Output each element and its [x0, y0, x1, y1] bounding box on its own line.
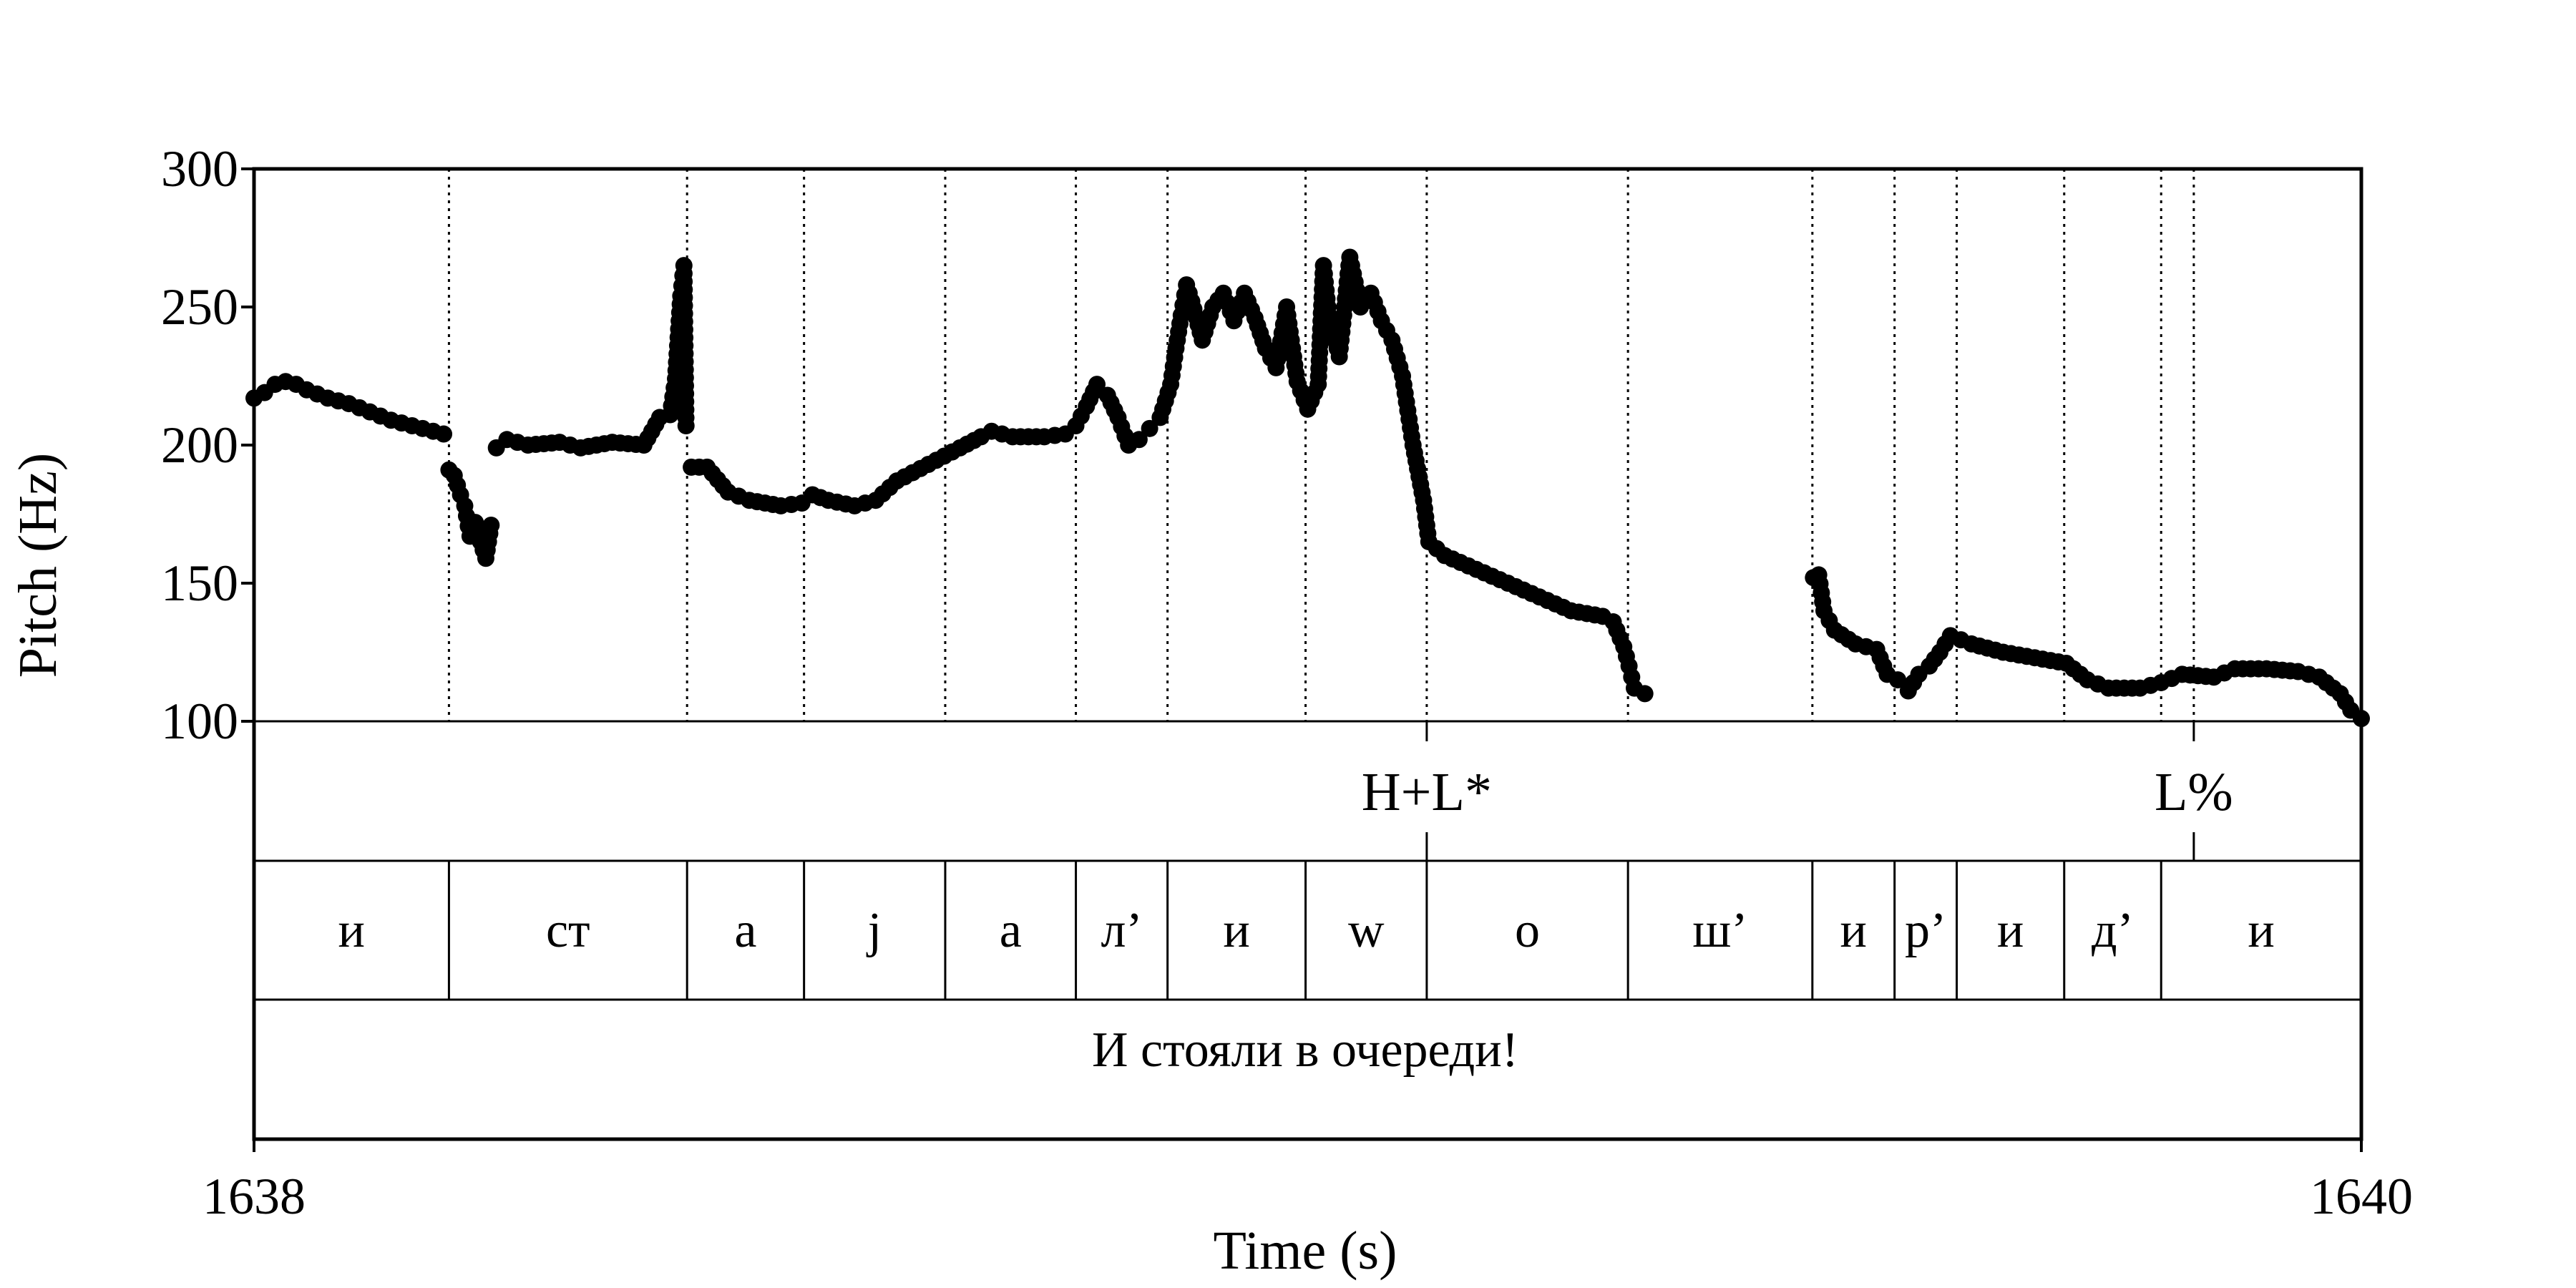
tone-label: H+L* — [1362, 762, 1492, 822]
boundary-lines — [447, 169, 2195, 721]
annotation-tiers: H+L* L% и ст а j а л’ и w о ш’ и р’ и д’ и — [338, 721, 2275, 1000]
x-tick-label: 1638 — [203, 1168, 306, 1225]
y-tick-label: 100 — [161, 693, 238, 750]
tone-label: L% — [2155, 762, 2233, 822]
utterance-text: И стояли в очереди! — [1092, 1023, 1518, 1078]
x-tick-label: 1640 — [2310, 1168, 2413, 1225]
segment-label: л’ — [1101, 903, 1142, 958]
pitch-point — [482, 516, 500, 534]
axis-ticks: 100 150 200 250 300 1638 1640 — [161, 140, 2413, 1225]
segment-label: о — [1515, 903, 1540, 958]
segment-label: д’ — [2092, 903, 2134, 958]
pitch-point — [1088, 376, 1106, 394]
pitch-point — [435, 425, 453, 443]
segment-label: j — [866, 903, 882, 958]
segment-label: w — [1348, 903, 1385, 958]
pitch-point — [1636, 685, 1654, 703]
segment-label: а — [1000, 903, 1022, 958]
segment-label: ст — [546, 903, 590, 958]
y-tick-label: 300 — [161, 140, 238, 197]
segment-label: а — [734, 903, 756, 958]
segment-label: и — [1223, 903, 1249, 958]
pitch-points — [245, 248, 2370, 728]
y-tick-label: 150 — [161, 555, 238, 612]
pitch-point — [677, 416, 695, 434]
plot-frame — [252, 167, 2363, 1141]
segment-label: и — [1997, 903, 2024, 958]
segment-label: и — [338, 903, 364, 958]
pitch-point — [1141, 419, 1158, 437]
pitch-point — [1130, 431, 1148, 449]
segment-label: р’ — [1905, 903, 1946, 958]
y-tick-label: 200 — [161, 416, 238, 474]
pitch-point — [1889, 671, 1907, 689]
y-axis-label: Pitch (Hz) — [8, 453, 68, 678]
y-tick-label: 250 — [161, 278, 238, 336]
segment-label: ш’ — [1692, 903, 1747, 958]
plot-border — [252, 167, 2363, 1141]
x-axis-label: Time (s) — [1214, 1221, 1397, 1281]
segment-label: и — [1840, 903, 1867, 958]
segment-label: и — [2248, 903, 2274, 958]
